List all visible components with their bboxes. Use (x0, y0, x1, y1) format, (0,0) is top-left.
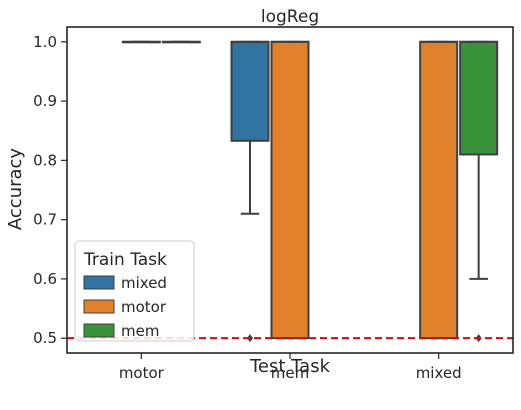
legend-label-motor: motor (121, 298, 167, 316)
box-mixed-mem (459, 40, 499, 156)
y-tick-label: 1.0 (33, 33, 57, 51)
x-tick-label: mixed (416, 364, 462, 382)
box-mem-motor (270, 40, 310, 340)
legend-swatch-mem (83, 323, 115, 338)
legend-box (74, 240, 195, 342)
y-tick-label: 0.5 (33, 329, 57, 347)
y-tick-label: 0.7 (33, 211, 57, 229)
x-axis-label: Test Task (249, 356, 331, 377)
y-axis-label: Accuracy (5, 148, 26, 231)
y-tick-label: 0.8 (33, 151, 57, 169)
legend-label-mixed: mixed (121, 274, 167, 292)
box-mixed-motor (419, 40, 459, 340)
plot-frame (66, 26, 514, 354)
x-tick-label: mem (271, 364, 309, 382)
y-tick-label: 0.6 (33, 270, 57, 288)
legend-title: Train Task (83, 250, 167, 270)
y-tick-label: 0.9 (33, 92, 57, 110)
legend-label-mem: mem (121, 322, 159, 340)
box-mem-mixed (230, 40, 270, 142)
chart-title: logReg (261, 7, 319, 27)
x-tick-label: motor (119, 364, 165, 382)
legend-swatch-mixed (83, 275, 115, 290)
legend-swatch-motor (83, 299, 115, 314)
